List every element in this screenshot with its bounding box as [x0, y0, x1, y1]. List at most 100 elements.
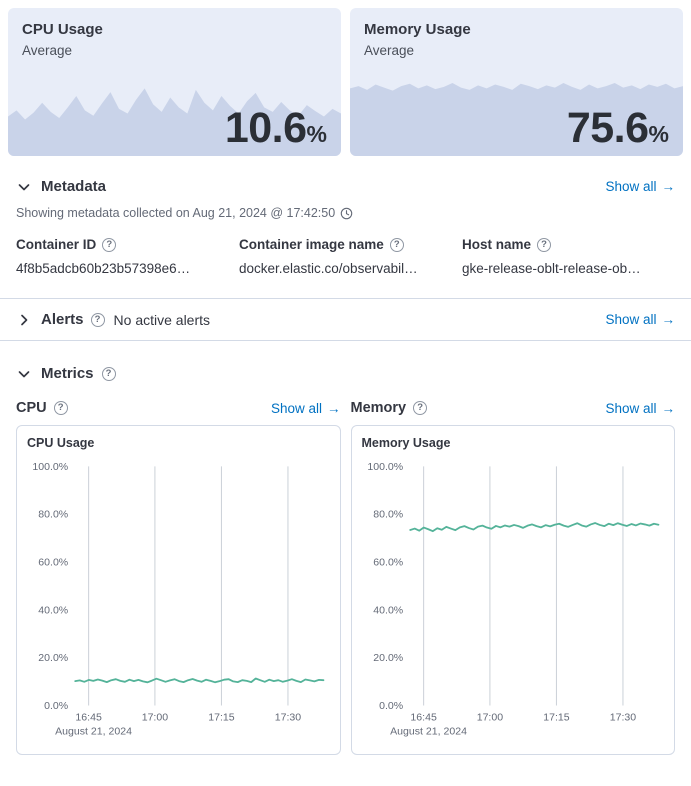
cpu-usage-value: 10.6 [224, 104, 307, 152]
memory-metrics-column-header: Memory ? Show all → [351, 400, 676, 416]
metrics-title: Metrics [41, 365, 94, 382]
svg-text:20.0%: 20.0% [38, 652, 68, 664]
svg-text:16:45: 16:45 [75, 712, 102, 724]
chevron-right-icon [21, 314, 28, 325]
show-all-label: Show all [605, 179, 657, 194]
help-icon[interactable]: ? [90, 312, 105, 327]
show-all-label: Show all [270, 400, 322, 416]
kpi-value: 10.6% [225, 107, 327, 150]
alerts-section: Alerts ? No active alerts Show all → [0, 299, 691, 340]
cpu-usage-kpi-card[interactable]: CPU Usage Average 10.6% [8, 8, 341, 156]
help-icon[interactable]: ? [102, 237, 117, 252]
memory-usage-sparkline [350, 83, 683, 156]
metrics-section: Metrics ? CPU ? Show all → CPU Usage 16:4… [0, 365, 691, 755]
help-icon[interactable]: ? [389, 237, 404, 252]
cpu-column-label: CPU [16, 400, 47, 416]
memory-show-all-link[interactable]: Show all → [605, 401, 675, 416]
kpi-row: CPU Usage Average 10.6% Memory Usage Ave… [0, 0, 691, 156]
kpi-subtitle: Average [364, 43, 415, 58]
arrow-right-icon: → [327, 400, 341, 416]
container-image-name-value: docker.elastic.co/observabil… [239, 261, 418, 276]
memory-usage-value: 75.6 [566, 104, 649, 152]
divider [0, 298, 691, 299]
svg-text:16:45: 16:45 [410, 712, 437, 724]
svg-text:0.0%: 0.0% [379, 700, 403, 712]
alerts-show-all-link[interactable]: Show all → [605, 312, 675, 327]
metrics-collapse-toggle[interactable] [16, 366, 32, 382]
memory-usage-unit: % [648, 121, 669, 147]
cpu-usage-line-chart[interactable]: 16:45 17:00 17:15 17:30 0.0% 20.0% 40.0% 60.0% 8… [27, 452, 334, 746]
alerts-collapse-toggle[interactable] [16, 312, 32, 328]
memory-usage-chart-panel: Memory Usage 16:45 17:00 17:15 17:30 0.0% 20.… [350, 425, 675, 755]
svg-text:60.0%: 60.0% [38, 557, 68, 569]
cpu-metrics-column: CPU ? Show all → CPU Usage 16:45 17:00 17:1… [16, 400, 341, 755]
svg-text:80.0%: 80.0% [373, 509, 403, 521]
metadata-show-all-link[interactable]: Show all → [605, 179, 675, 194]
svg-text:100.0%: 100.0% [32, 461, 68, 473]
svg-text:August 21, 2024: August 21, 2024 [390, 726, 467, 738]
svg-text:0.0%: 0.0% [44, 700, 68, 712]
metrics-header: Metrics ? [16, 365, 675, 382]
memory-chart-title: Memory Usage [361, 436, 451, 450]
metrics-grid: CPU ? Show all → CPU Usage 16:45 17:00 17:1… [16, 400, 675, 755]
metadata-collected-row: Showing metadata collected on Aug 21, 20… [16, 206, 675, 220]
metadata-field-host-name: Host name? gke-release-oblt-release-ob… [462, 237, 675, 276]
container-id-value: 4f8b5adcb60b23b57398e6… [16, 261, 191, 276]
svg-text:17:00: 17:00 [476, 712, 503, 724]
svg-text:17:15: 17:15 [208, 712, 235, 724]
help-icon[interactable]: ? [537, 237, 552, 252]
svg-text:60.0%: 60.0% [373, 557, 403, 569]
container-id-label: Container ID [16, 237, 97, 252]
show-all-label: Show all [605, 312, 657, 327]
host-name-value: gke-release-oblt-release-ob… [462, 261, 641, 276]
memory-column-label: Memory [350, 400, 407, 416]
help-icon[interactable]: ? [101, 366, 116, 381]
svg-text:August 21, 2024: August 21, 2024 [55, 726, 132, 738]
help-icon[interactable]: ? [413, 401, 428, 415]
cpu-usage-sparkline [8, 88, 341, 156]
svg-text:17:00: 17:00 [142, 712, 169, 724]
svg-text:17:30: 17:30 [275, 712, 302, 724]
field-label: Host name? [462, 237, 675, 252]
metadata-header: Metadata Show all → [16, 178, 675, 195]
alerts-title: Alerts [41, 311, 84, 328]
help-icon[interactable]: ? [53, 401, 68, 415]
host-name-label: Host name [462, 237, 532, 252]
container-image-name-label: Container image name [239, 237, 384, 252]
alerts-status-text: No active alerts [113, 311, 211, 328]
metadata-title: Metadata [41, 178, 107, 195]
memory-usage-line-chart[interactable]: 16:45 17:00 17:15 17:30 0.0% 20.0% 40.0% 60.0% 8… [362, 452, 669, 746]
svg-text:17:30: 17:30 [609, 712, 636, 724]
kpi-value: 75.6% [567, 107, 669, 150]
metadata-fields: Container ID? 4f8b5adcb60b23b57398e6… Co… [16, 237, 675, 276]
kpi-subtitle: Average [22, 43, 73, 58]
svg-text:100.0%: 100.0% [367, 461, 403, 473]
kpi-title: CPU Usage [22, 21, 103, 38]
metadata-field-container-id: Container ID? 4f8b5adcb60b23b57398e6… [16, 237, 229, 276]
clock-icon[interactable] [340, 207, 353, 220]
svg-text:80.0%: 80.0% [38, 509, 68, 521]
arrow-right-icon: → [661, 400, 676, 416]
arrow-right-icon: → [661, 312, 676, 327]
metadata-collected-text: Showing metadata collected on Aug 21, 20… [16, 206, 336, 220]
svg-text:17:15: 17:15 [543, 712, 570, 724]
divider [0, 340, 691, 341]
memory-usage-kpi-card[interactable]: Memory Usage Average 75.6% [350, 8, 683, 156]
arrow-right-icon: → [661, 179, 676, 194]
chevron-down-icon [18, 183, 30, 190]
metadata-collapse-toggle[interactable] [16, 179, 32, 195]
metadata-section: Metadata Show all → Showing metadata coll… [0, 178, 691, 276]
cpu-usage-chart-panel: CPU Usage 16:45 17:00 17:15 17:30 0.0% 20.0% 4… [16, 425, 341, 755]
field-label: Container image name? [239, 237, 452, 252]
memory-metrics-column: Memory ? Show all → Memory Usage 16:45 17:… [350, 400, 676, 755]
svg-text:20.0%: 20.0% [373, 652, 403, 664]
chevron-down-icon [18, 370, 30, 377]
svg-text:40.0%: 40.0% [373, 604, 403, 616]
cpu-show-all-link[interactable]: Show all → [271, 401, 341, 416]
cpu-chart-title: CPU Usage [27, 436, 95, 450]
kpi-title: Memory Usage [364, 21, 471, 38]
svg-text:40.0%: 40.0% [38, 604, 68, 616]
metadata-field-container-image: Container image name? docker.elastic.co/… [239, 237, 452, 276]
show-all-label: Show all [605, 400, 657, 416]
